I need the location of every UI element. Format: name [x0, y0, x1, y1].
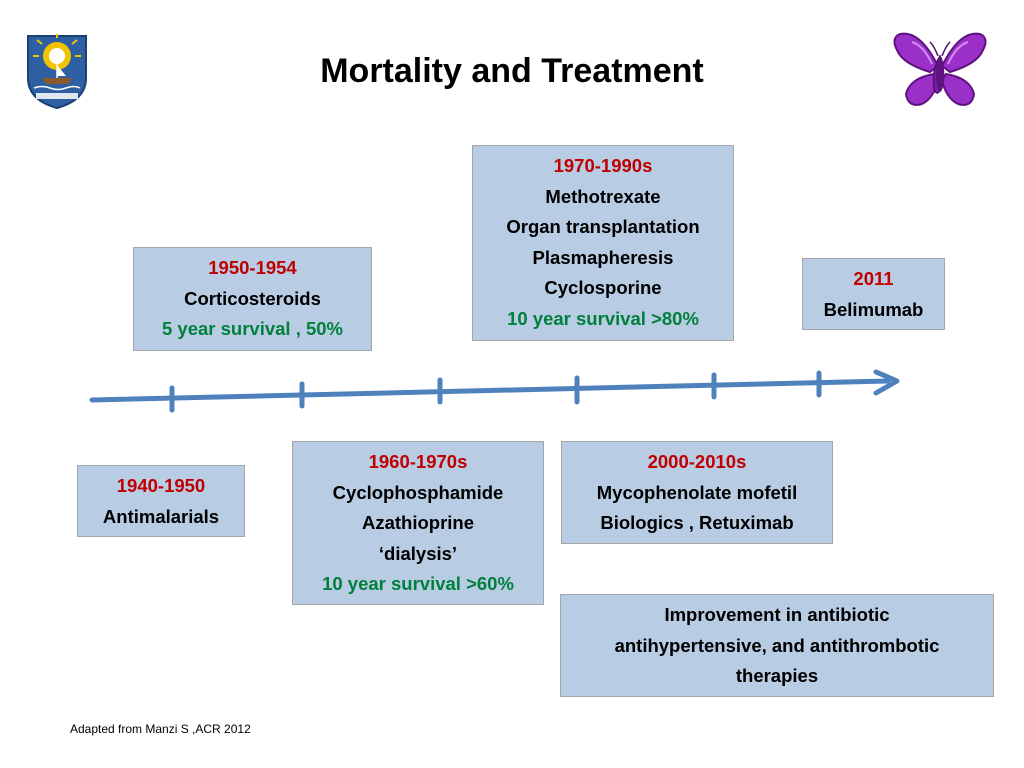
era-box-2011: 2011 Belimumab — [802, 258, 945, 330]
treatment-item: Plasmapheresis — [532, 246, 674, 268]
treatment-item: Belimumab — [823, 298, 924, 320]
university-emblem-icon — [27, 34, 87, 110]
treatment-item: Mycophenolate mofetil — [596, 481, 798, 503]
era-label: 1940-1950 — [116, 475, 206, 496]
era-label: 1970-1990s — [553, 155, 653, 176]
treatment-item: Methotrexate — [545, 185, 661, 207]
era-label: 2000-2010s — [647, 451, 747, 472]
treatment-item: Antimalarials — [102, 505, 220, 527]
improvement-line: therapies — [735, 665, 819, 686]
era-box-1940: 1940-1950 Antimalarials — [77, 465, 245, 537]
era-box-1950: 1950-1954 Corticosteroids 5 year surviva… — [133, 247, 372, 351]
treatment-item: ‘dialysis’ — [378, 542, 458, 564]
era-box-1970: 1970-1990s Methotrexate Organ transplant… — [472, 145, 734, 341]
era-box-2000: 2000-2010s Mycophenolate mofetil Biologi… — [561, 441, 833, 544]
improvement-box: Improvement in antibiotic antihypertensi… — [560, 594, 994, 697]
timeline-ticks — [169, 370, 822, 413]
source-footnote: Adapted from Manzi S ,ACR 2012 — [70, 722, 251, 736]
era-label: 2011 — [853, 268, 894, 289]
survival-label: 5 year survival , 50% — [161, 318, 344, 339]
survival-label: 10 year survival >60% — [322, 573, 514, 594]
treatment-item: Biologics , Retuximab — [600, 512, 794, 533]
treatment-item: Organ transplantation — [506, 216, 700, 237]
treatment-item: Cyclophosphamide — [332, 481, 504, 503]
improvement-line: Improvement in antibiotic — [664, 604, 890, 625]
slide-title: Mortality and Treatment — [320, 52, 704, 90]
era-label: 1950-1954 — [208, 257, 297, 278]
purple-butterfly-icon — [893, 32, 987, 106]
era-box-1960: 1960-1970s Cyclophosphamide Azathioprine… — [292, 441, 544, 605]
era-label: 1960-1970s — [368, 451, 468, 472]
survival-label: 10 year survival >80% — [507, 307, 699, 329]
improvement-line: antihypertensive, and antithrombotic — [614, 634, 940, 656]
treatment-item: Cyclosporine — [544, 277, 662, 298]
treatment-item: Azathioprine — [361, 512, 475, 533]
treatment-item: Corticosteroids — [184, 287, 321, 309]
